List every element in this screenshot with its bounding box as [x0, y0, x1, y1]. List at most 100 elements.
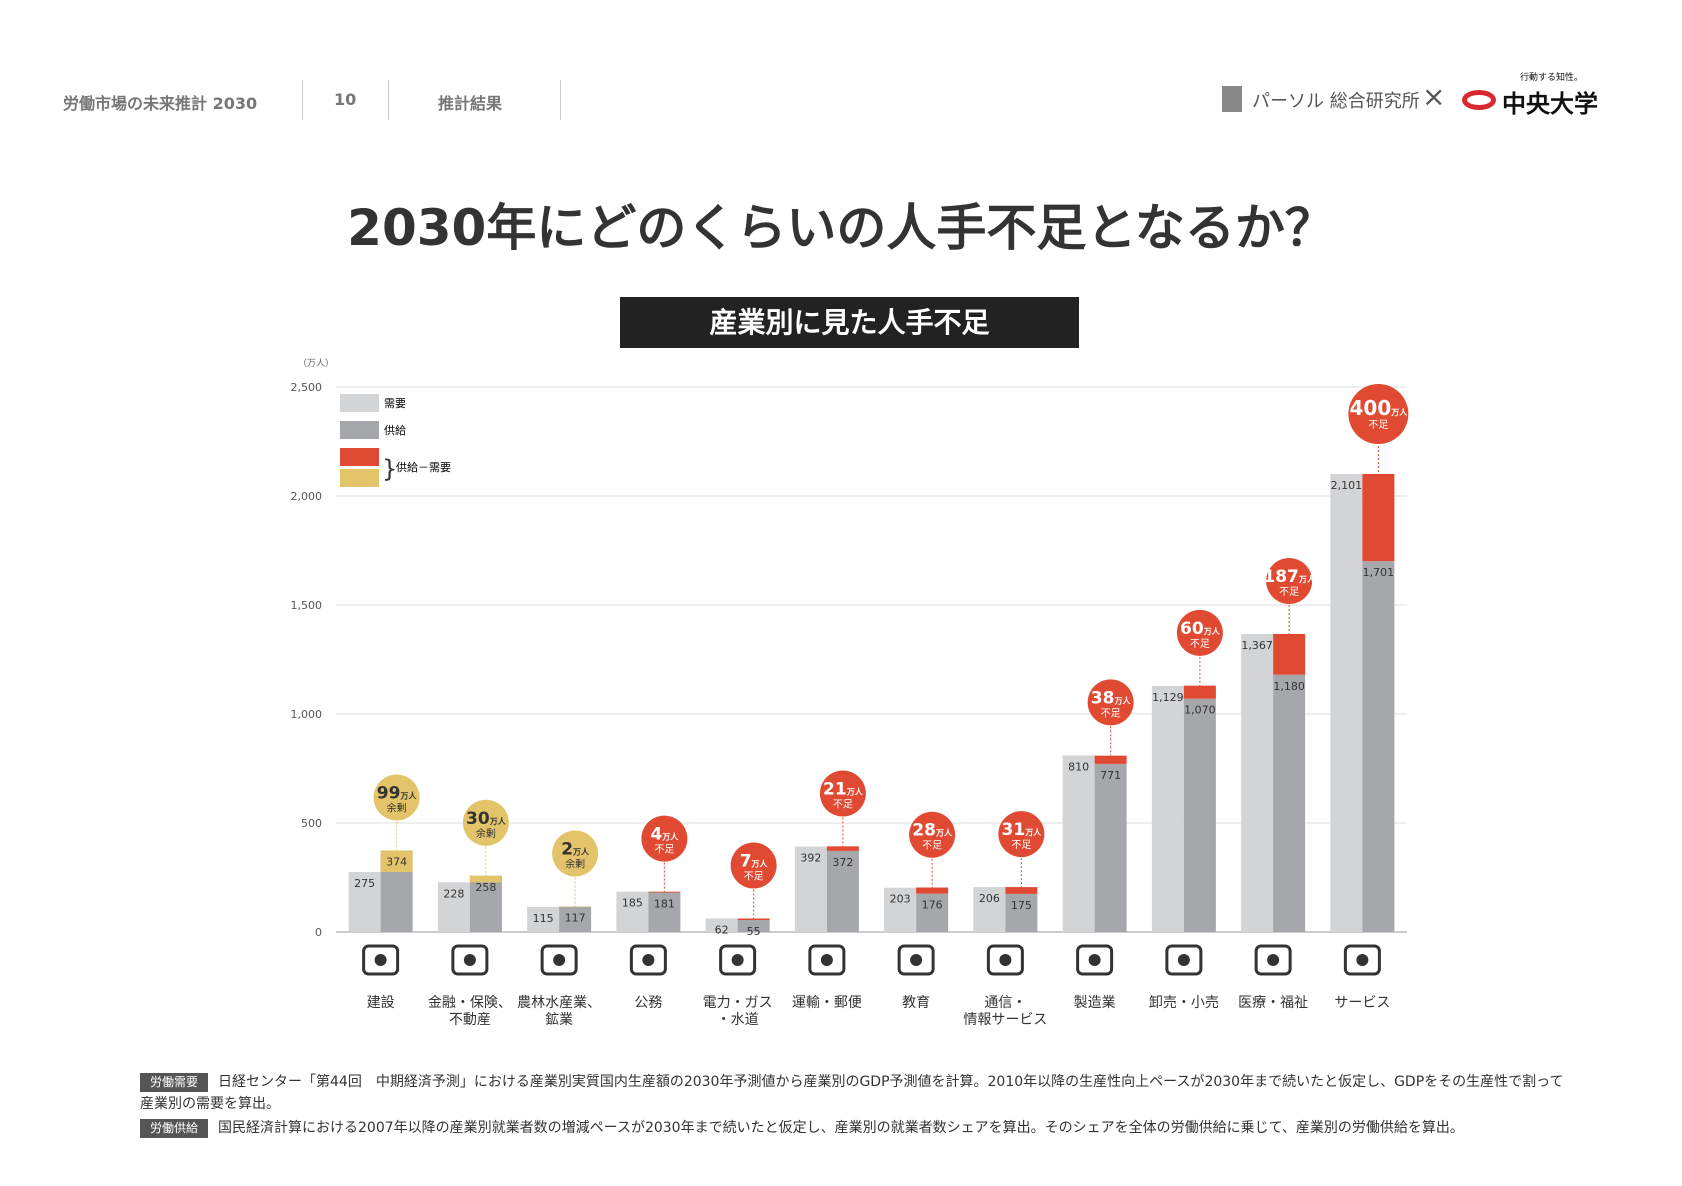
industry-icon: [642, 954, 655, 966]
industry-icon: [1356, 954, 1369, 966]
note-tag: 労働供給: [140, 1119, 209, 1138]
gap-number: 38: [1091, 688, 1115, 708]
gap-kind: 不足: [1011, 839, 1031, 851]
industry-icon: [808, 944, 846, 976]
legend-swatch: [340, 469, 379, 487]
page-number: 10: [334, 90, 357, 109]
supply-bar: [916, 893, 949, 932]
gap-badge: [1176, 609, 1223, 656]
y-tick-label: 2,500: [291, 381, 323, 394]
gap-kind: 余剰: [387, 801, 407, 814]
supply-bar: [1273, 674, 1306, 932]
gap-unit: 万人: [1298, 574, 1316, 584]
logo-left: パーソル 総合研究所: [1252, 91, 1420, 112]
category-label: 卸売・小売: [1148, 995, 1219, 1011]
gap-kind: 不足: [744, 870, 764, 882]
supply-label: 55: [747, 925, 761, 938]
gap-number: 28: [912, 821, 936, 841]
supply-label: 1,180: [1273, 680, 1305, 693]
industry-icon: [1254, 944, 1292, 976]
y-unit: （万人）: [298, 358, 334, 369]
demand-bar: [973, 887, 1006, 932]
gap-unit: 万人: [661, 832, 679, 842]
gap-segment: [916, 887, 949, 894]
gap-value: 30万人: [466, 809, 507, 829]
gap-kind: 不足: [1279, 586, 1299, 598]
gap-segment: [469, 875, 502, 883]
logo-mark: [1222, 86, 1242, 112]
gap-badge: [1348, 383, 1409, 444]
section-name: 推計結果: [438, 94, 503, 113]
demand-label: 115: [533, 912, 554, 925]
legend-label: 供給－需要: [396, 460, 451, 474]
gap-badge: [641, 815, 688, 862]
industry-icon: [910, 954, 923, 966]
demand-bar: [1062, 755, 1095, 932]
gap-number: 7: [740, 851, 752, 871]
logo-right: 中央大学: [1502, 90, 1598, 118]
supply-label: 258: [475, 881, 496, 894]
separator: [388, 80, 389, 120]
demand-label: 206: [979, 892, 1000, 905]
note-text: 国民経済計算における2007年以降の産業別就業者数の増減ペースが2030年まで続…: [218, 1120, 1464, 1136]
gap-badge: [373, 774, 420, 821]
gap-unit: 万人: [399, 790, 417, 800]
separator: [560, 80, 561, 120]
demand-bar: [1151, 685, 1184, 932]
gap-kind: 不足: [654, 844, 674, 856]
category-label: 製造業: [1073, 995, 1116, 1011]
supply-label: 176: [922, 899, 943, 912]
demand-bar: [348, 872, 381, 932]
gap-value: 2万人: [561, 839, 590, 859]
industry-icon: [362, 944, 400, 976]
note: 労働需要 日経センター「第44回 中期経済予測」における産業別実質国内生産額の20…: [140, 1071, 1570, 1115]
gap-kind: 不足: [1368, 419, 1388, 431]
note: 労働供給 国民経済計算における2007年以降の産業別就業者数の増減ペースが2030…: [140, 1117, 1570, 1139]
industry-icon: [1076, 944, 1114, 976]
demand-bar: [794, 846, 827, 932]
gap-unit: 万人: [1203, 626, 1221, 636]
demand-bar: [527, 906, 560, 932]
gap-badge: [730, 842, 777, 889]
category-label: 金融・保険、 不動産: [427, 995, 512, 1028]
gap-kind: 余剰: [565, 857, 585, 870]
demand-bar: [437, 882, 470, 932]
gap-badge: [1266, 557, 1313, 604]
note-text: 日経センター「第44回 中期経済予測」における産業別実質国内生産額の2030年予…: [140, 1074, 1564, 1112]
demand-label: 1,129: [1152, 691, 1184, 704]
supply-label: 374: [386, 855, 407, 868]
gap-unit: 万人: [1024, 827, 1042, 837]
industry-icon: [1267, 954, 1280, 966]
gap-number: 187: [1263, 567, 1299, 587]
category-label: 通信・ 情報サービス: [963, 995, 1048, 1028]
gap-badge: [552, 830, 599, 877]
demand-bar: [705, 918, 738, 932]
gap-value: 187万人: [1263, 567, 1315, 587]
supply-label: 372: [832, 856, 853, 869]
y-tick-label: 1,000: [291, 708, 323, 721]
gap-value: 21万人: [823, 780, 864, 800]
gap-number: 31: [1002, 820, 1026, 840]
industry-icon: [986, 944, 1024, 976]
gap-segment: [648, 891, 681, 893]
legend-label: 需要: [384, 397, 406, 410]
supply-label: 117: [565, 911, 586, 924]
gap-segment: [1273, 633, 1306, 675]
gap-number: 99: [377, 783, 401, 803]
page-title: 2030年にどのくらいの人手不足となるか？: [347, 199, 1335, 257]
gap-badge: [909, 811, 956, 858]
gap-segment: [1094, 755, 1127, 764]
y-tick-label: 0: [315, 926, 322, 939]
gap-value: 4万人: [650, 825, 679, 845]
supply-bar: [1362, 561, 1395, 932]
supply-label: 1,701: [1363, 566, 1395, 579]
supply-label: 181: [654, 898, 675, 911]
industry-icon: [1343, 944, 1381, 976]
supply-bar: [1183, 698, 1216, 932]
demand-label: 185: [622, 897, 643, 910]
supply-bar: [559, 906, 592, 932]
gap-unit: 万人: [489, 816, 507, 826]
demand-label: 62: [715, 923, 729, 936]
supply-bar: [737, 920, 770, 932]
industry-icon: [1165, 944, 1203, 976]
